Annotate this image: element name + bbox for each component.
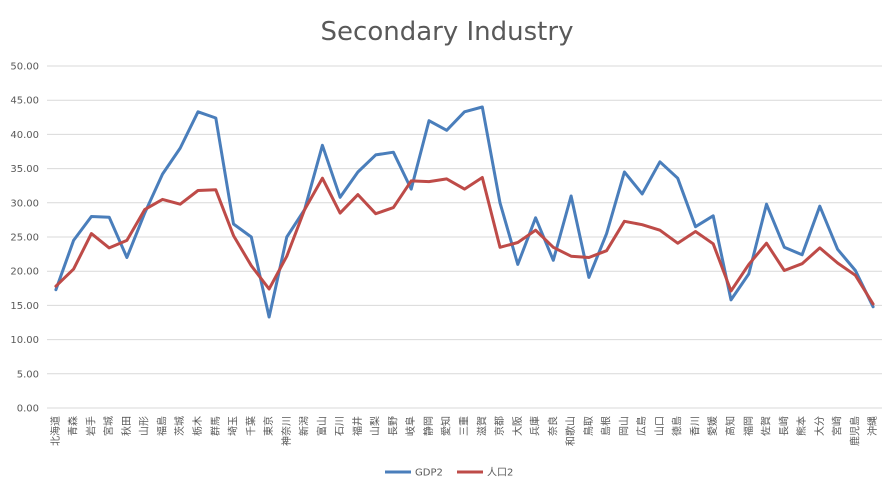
x-tick-label: 石川 (335, 416, 346, 436)
x-tick-label: 山口 (654, 416, 666, 436)
x-tick-label: 島根 (600, 416, 613, 436)
x-tick-label: 愛媛 (706, 416, 719, 436)
x-tick-label: 東京 (262, 416, 275, 436)
x-tick-label: 佐賀 (761, 416, 773, 436)
series-line-1 (54, 105, 875, 319)
x-tick-label: 山梨 (369, 416, 382, 436)
x-tick-label: 秋田 (120, 416, 133, 436)
x-tick-label: 鳥取 (582, 416, 595, 436)
x-tick-label: 新潟 (298, 416, 311, 436)
x-tick-label: 和歌山 (564, 416, 577, 446)
x-tick-label: 埼玉 (227, 416, 240, 436)
y-tick-label: 0.00 (17, 404, 39, 415)
y-tick-label: 35.00 (10, 164, 39, 175)
legend: GDP2 人口2 (385, 467, 513, 479)
x-tick-label: 千葉 (244, 416, 257, 436)
x-tick-label: 徳島 (671, 416, 684, 436)
y-tick-label: 20.00 (10, 267, 39, 278)
x-tick-label: 山形 (139, 416, 151, 436)
x-tick-label: 青森 (67, 416, 80, 436)
x-tick-label: 沖縄 (866, 416, 879, 436)
chart-title: Secondary Industry (321, 17, 574, 47)
x-tick-label: 栃木 (191, 416, 204, 436)
y-axis-ticks: 0.00 5.00 10.00 15.00 20.00 25.00 30.00 35.00 40… (10, 62, 39, 415)
x-tick-label: 福島 (155, 416, 168, 436)
x-tick-label: 滋賀 (475, 416, 488, 436)
y-tick-label: 40.00 (10, 130, 39, 141)
y-tick-label: 45.00 (10, 96, 39, 107)
x-tick-label: 香川 (689, 416, 701, 436)
x-tick-label: 広島 (635, 416, 648, 436)
legend-label: 人口2 (487, 467, 513, 479)
x-tick-label: 京都 (493, 416, 506, 436)
x-tick-label: 奈良 (546, 416, 559, 436)
x-tick-label: 三重 (458, 416, 471, 436)
x-tick-label: 宮城 (102, 416, 115, 436)
legend-label: GDP2 (415, 468, 443, 479)
x-tick-label: 熊本 (795, 416, 808, 436)
x-tick-label: 宮崎 (831, 416, 844, 436)
x-tick-label: 長崎 (777, 416, 790, 436)
x-tick-label: 長野 (387, 416, 399, 436)
x-tick-label: 福岡 (742, 416, 755, 436)
x-tick-label: 北海道 (49, 416, 62, 446)
x-tick-label: 群馬 (209, 416, 222, 436)
x-tick-label: 高知 (724, 416, 737, 436)
x-tick-label: 富山 (315, 416, 328, 436)
y-tick-label: 25.00 (10, 233, 39, 244)
x-tick-label: 茨城 (173, 416, 186, 436)
y-tick-label: 30.00 (10, 198, 39, 209)
y-tick-label: 10.00 (10, 335, 39, 346)
x-tick-label: 福井 (351, 416, 364, 436)
x-tick-label: 岩手 (84, 416, 97, 436)
y-tick-label: 5.00 (17, 369, 39, 380)
x-tick-label: 鹿児島 (848, 416, 861, 446)
x-tick-label: 岐阜 (404, 416, 417, 436)
x-axis-ticks: 北海道 青森 岩手 宮城 秋田 山形 福島 茨城 栃木 群馬 埼玉 千葉 東京 神奈川 新潟 富山 石川 福井 山梨… (49, 416, 879, 446)
x-tick-label: 静岡 (422, 416, 435, 436)
x-tick-label: 神奈川 (280, 416, 293, 446)
x-tick-label: 大分 (813, 416, 826, 436)
y-tick-label: 50.00 (10, 62, 39, 73)
gridlines (47, 65, 882, 409)
series-lines (54, 105, 875, 319)
x-tick-label: 兵庫 (529, 416, 542, 436)
y-tick-label: 15.00 (10, 301, 39, 312)
x-tick-label: 愛知 (440, 416, 453, 436)
series-line-2 (54, 176, 875, 306)
x-tick-label: 岡山 (618, 416, 630, 436)
x-tick-label: 大阪 (511, 416, 524, 436)
